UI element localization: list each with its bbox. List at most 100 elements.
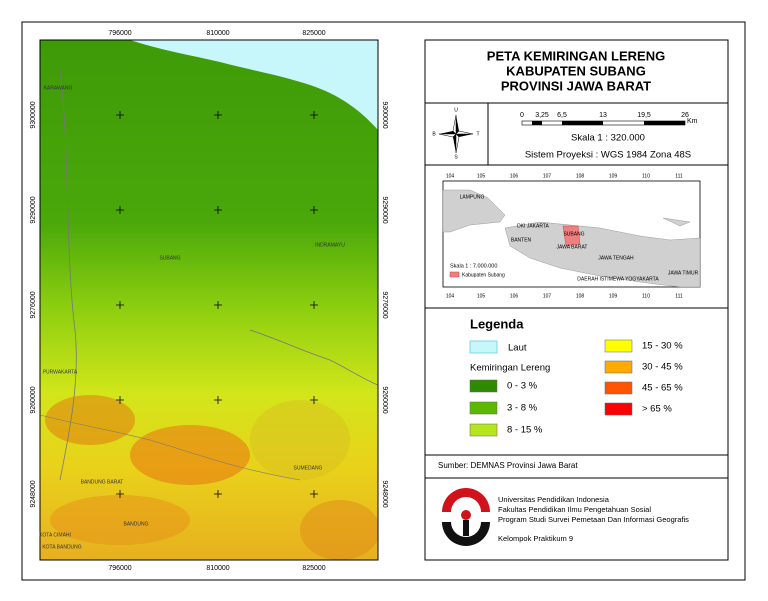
easting-label: 796000 — [108, 30, 131, 37]
place-label: INDRAMAYU — [315, 242, 345, 248]
map-body — [40, 40, 378, 560]
easting-label: 810000 — [206, 565, 229, 572]
inset-longitude: 107 — [543, 173, 552, 179]
scale-label: 6,5 — [557, 112, 567, 119]
inset-longitude: 105 — [477, 293, 486, 299]
inset-longitude: 107 — [543, 293, 552, 299]
scale-label: 3,25 — [535, 112, 549, 119]
legend-swatch — [604, 402, 633, 416]
inset-land — [442, 189, 701, 288]
place-label: BANDUNG — [123, 521, 148, 527]
boundary — [40, 414, 301, 481]
grid-cross — [116, 111, 124, 119]
legend-label: 0 - 3 % — [507, 381, 538, 392]
legend-label: 15 - 30 % — [642, 341, 683, 352]
grid-cross — [116, 490, 124, 498]
inset-longitude: 106 — [510, 293, 519, 299]
northing-label: 9276000 — [381, 291, 388, 318]
legend-swatch — [604, 381, 633, 395]
grid-cross — [214, 396, 222, 404]
inset-places: LAMPUNG DKI JAKARTA BANTEN SUBANG JAWA BARAT… — [460, 194, 699, 282]
inset-longitude: 106 — [510, 173, 519, 179]
inset-place: BANTEN — [511, 237, 532, 243]
inset-longitude: 104 — [446, 173, 455, 179]
steep-area — [50, 495, 190, 545]
inset-longitude: 105 — [477, 173, 486, 179]
northing-label: 9260000 — [30, 386, 37, 413]
legend-swatch — [604, 339, 633, 353]
northing-label: 9290000 — [381, 196, 388, 223]
grid-cross — [310, 111, 318, 119]
legend-subtitle: Kemiringan Lereng — [470, 363, 550, 374]
scale-label: 19,5 — [637, 112, 651, 119]
scale-label: 13 — [599, 112, 607, 119]
legend-swatch — [469, 379, 498, 393]
legend-title: Legenda — [470, 316, 524, 331]
grid-cross — [214, 301, 222, 309]
northing-label: 9260000 — [381, 386, 388, 413]
legend-label: Laut — [508, 343, 527, 354]
grid-cross — [310, 206, 318, 214]
place-label: KARAWANG — [44, 85, 73, 91]
legend-classes: 0 - 3 % 3 - 8 % 8 - 15 % 15 - 30 % 30 - 45 %… — [469, 339, 683, 437]
inset-place: DKI JAKARTA — [517, 223, 549, 229]
grid-cross — [310, 396, 318, 404]
inset-longitude: 111 — [675, 293, 683, 299]
grid-cross — [214, 111, 222, 119]
legend-label: > 65 % — [642, 404, 672, 415]
easting-label: 810000 — [206, 30, 229, 37]
legend-swatch — [604, 360, 633, 374]
inset-place: JAWA BARAT — [557, 244, 588, 250]
title-line: PETA KEMIRINGAN LERENG — [487, 48, 665, 63]
grid-cross — [214, 490, 222, 498]
place-label: SUBANG — [159, 255, 180, 261]
place-label: KOTA BANDUNG — [42, 544, 81, 550]
credit-line: Universitas Pendidikan Indonesia — [498, 495, 610, 504]
inset-longitudes: 104 104 105 105 106 106 107 107 108 108 109 109 110 1… — [446, 173, 683, 299]
river — [249, 329, 378, 386]
inset-place: SUBANG — [563, 231, 584, 237]
source: Sumber: DEMNAS Provinsi Jawa Barat — [438, 461, 578, 470]
projection-text: Sistem Proyeksi : WGS 1984 Zona 48S — [525, 150, 691, 161]
west-label: B — [432, 131, 436, 137]
northing-label: 9300000 — [381, 101, 388, 128]
credit-line: Fakultas Pendidikan Ilmu Pengetahuan Sos… — [498, 505, 651, 514]
inset-longitude: 104 — [446, 293, 455, 299]
legend-label: 3 - 8 % — [507, 403, 538, 414]
place-label: KOTA CIMAHI — [39, 532, 71, 538]
title-line: PROVINSI JAWA BARAT — [501, 78, 651, 93]
credit-line: Kelompok Praktikum 9 — [498, 534, 573, 543]
northing-label: 9300000 — [30, 101, 37, 128]
grid-cross — [310, 490, 318, 498]
easting-label: 796000 — [108, 565, 131, 572]
inset-longitude: 109 — [609, 293, 618, 299]
steep-area — [300, 500, 378, 560]
east-label: T — [476, 131, 479, 137]
map-frame — [39, 39, 379, 561]
north-arrow — [438, 114, 474, 154]
grid-cross — [116, 206, 124, 214]
scale-unit: Km — [687, 118, 698, 125]
inset-longitude: 109 — [609, 173, 618, 179]
inset-place: JAWA TIMUR — [668, 270, 699, 276]
place-label: BANDUNG BARAT — [81, 479, 124, 485]
scale-label: 26 — [681, 112, 689, 119]
inset-longitude: 110 — [642, 293, 650, 299]
scale-bar — [521, 120, 686, 126]
grid-cross — [116, 301, 124, 309]
inset-legend-label: Kabupaten Subang — [462, 272, 505, 278]
steep-area — [250, 400, 350, 480]
steep-area — [45, 395, 135, 445]
south-label: S — [454, 154, 458, 160]
inset-longitude: 110 — [642, 173, 650, 179]
grid-cross — [310, 301, 318, 309]
inset-scale: Skala 1 : 7.000.000 — [450, 263, 497, 269]
credit-line: Program Studi Survei Pemetaan Dan Inform… — [498, 515, 689, 524]
easting-label: 825000 — [302, 30, 325, 37]
side-panel — [424, 39, 729, 561]
northing-label: 9290000 — [30, 196, 37, 223]
inset-longitude: 111 — [675, 173, 683, 179]
legend-label: 30 - 45 % — [642, 362, 683, 373]
place-label: PURWAKARTA — [43, 369, 78, 375]
